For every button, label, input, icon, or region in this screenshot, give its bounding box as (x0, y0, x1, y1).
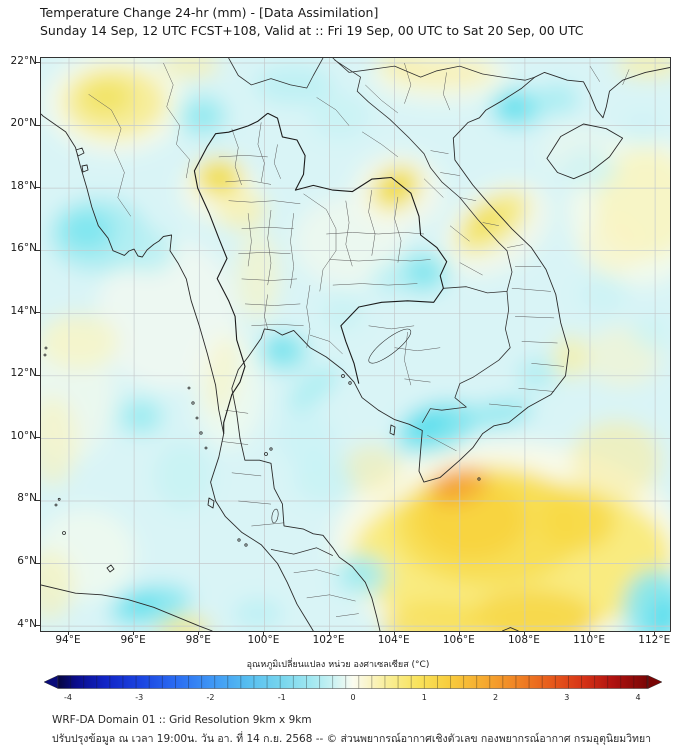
colorbar-tick-label: -2 (206, 693, 215, 702)
lon-axis-label: 110°E (573, 634, 606, 646)
colorbar-right-arrow (647, 675, 663, 689)
colorbar-tick-label: 1 (421, 693, 427, 702)
lon-tick (198, 631, 200, 635)
lon-tick (133, 631, 135, 635)
footer-domain-info: WRF-DA Domain 01 :: Grid Resolution 9km … (52, 714, 312, 726)
lat-axis-label: 14°N (10, 304, 37, 317)
colorbar-segments (58, 675, 648, 689)
colorbar-tick-label: -1 (277, 693, 286, 702)
lon-axis-label: 112°E (638, 634, 671, 646)
lon-axis-label: 102°E (312, 634, 345, 646)
colorbar-tick-label: 3 (564, 693, 570, 702)
islands (43, 328, 481, 547)
lon-tick (393, 631, 395, 635)
colorbar-label: อุณหภูมิเปลี่ยนแปลง หน่วย องศาเซลเซียส (… (246, 660, 430, 670)
lon-axis-label: 108°E (508, 634, 540, 646)
lat-tick (36, 62, 40, 63)
footer-update-info: ปรับปรุงข้อมูล ณ เวลา 19:00น. วัน อา. ที… (52, 733, 652, 745)
lat-axis-label: 8°N (17, 492, 37, 505)
colorbar-tick-label: 0 (350, 693, 356, 702)
province-borders (88, 62, 630, 617)
graticule (41, 58, 670, 631)
lon-tick (458, 631, 460, 635)
lon-axis-label: 94°E (55, 634, 81, 646)
lat-tick (36, 124, 40, 126)
lon-tick (328, 631, 330, 635)
lon-axis-label: 98°E (185, 634, 211, 646)
colorbar (44, 675, 663, 689)
weather-map (40, 57, 671, 632)
lon-axis-label: 106°E (442, 634, 475, 646)
lat-axis-label: 16°N (10, 242, 37, 255)
thailand-border (193, 112, 448, 434)
lon-tick (654, 631, 656, 635)
lon-axis-label: 96°E (120, 634, 146, 646)
lat-tick (36, 437, 40, 439)
coastline (41, 67, 670, 631)
color-field (41, 58, 670, 631)
lat-axis-label: 12°N (10, 367, 37, 380)
country-borders (228, 58, 535, 556)
colorbar-tick-label: 4 (635, 693, 641, 702)
lat-tick (36, 562, 40, 564)
lat-axis-label: 22°N (10, 54, 37, 67)
temperature-change-field (41, 58, 670, 631)
lat-tick (36, 249, 40, 251)
colorbar-tick-label: 2 (492, 693, 499, 702)
lon-tick (523, 631, 525, 635)
lat-axis-label: 18°N (10, 179, 37, 192)
page-subtitle: Sunday 14 Sep, 12 UTC FCST+108, Valid at… (40, 23, 584, 38)
page-title: Temperature Change 24-hr (mm) - [Data As… (40, 5, 379, 20)
colorbar-tick-label: -3 (135, 693, 144, 702)
lon-tick (68, 631, 69, 635)
lat-axis-label: 6°N (17, 555, 37, 568)
lat-tick (36, 625, 40, 627)
lon-tick (263, 631, 265, 635)
lat-tick (36, 187, 40, 189)
lat-tick (36, 499, 40, 501)
lat-tick (36, 374, 40, 376)
colorbar-left-arrow (44, 675, 59, 689)
lon-axis-label: 100°E (247, 634, 280, 646)
lat-axis-label: 20°N (10, 117, 37, 130)
lat-axis-label: 4°N (17, 617, 37, 630)
lon-axis-label: 104°E (377, 634, 410, 646)
lon-tick (589, 631, 591, 635)
lat-axis-label: 10°N (10, 429, 37, 442)
colorbar-tick-label: -4 (64, 693, 72, 702)
lat-tick (36, 312, 40, 314)
